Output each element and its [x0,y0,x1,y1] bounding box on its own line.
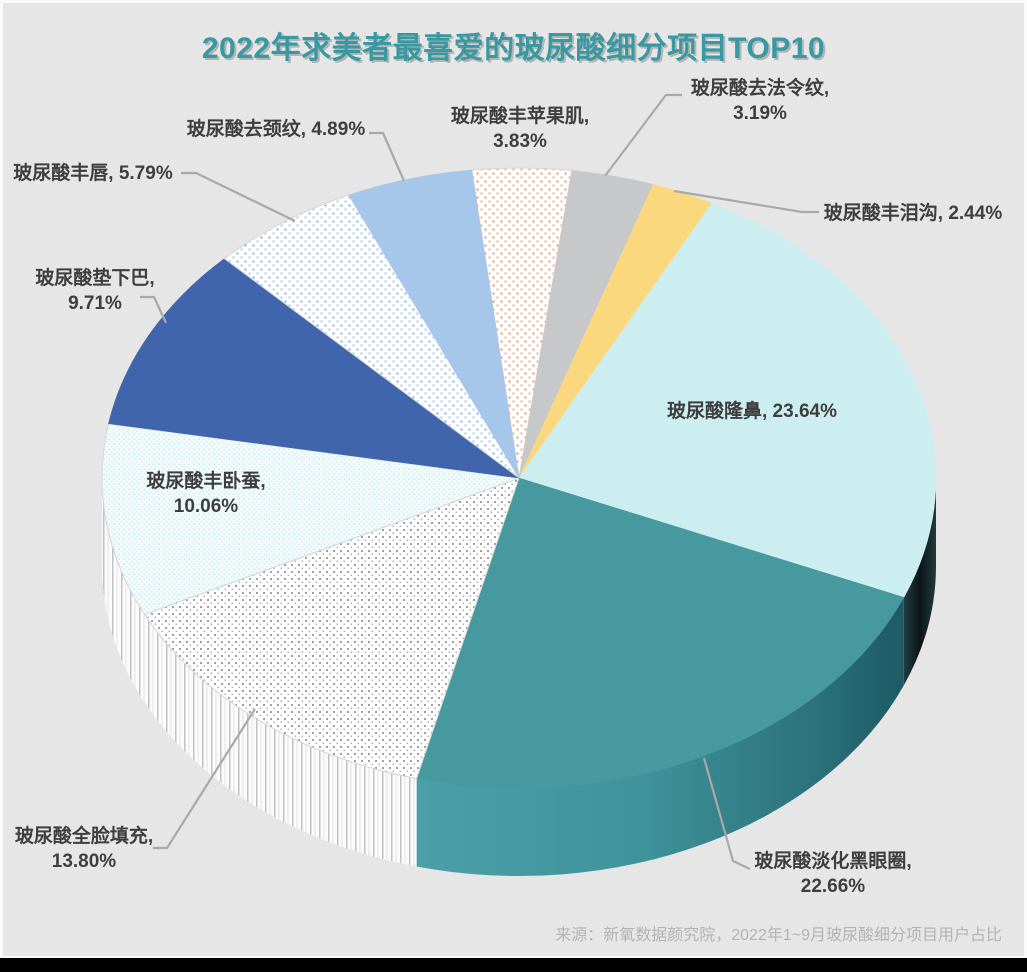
slice-label-jingwen: 玻尿酸去颈纹, 4.89% [187,117,365,142]
slice-label-line: 玻尿酸丰苹果肌, [450,106,590,127]
leader-line-fengchun [181,171,296,222]
pie-side-4 [416,597,904,876]
slice-label-line: 玻尿酸丰卧蚕, [146,471,266,492]
pie-slice-5 [143,477,520,780]
pie-slice-9 [348,169,520,479]
slice-label-line: 3.19% [733,103,787,124]
slice-label-quanlian: 玻尿酸全脸填充, 13.80% [15,824,153,874]
slice-label-dianxiaba: 玻尿酸垫下巴, 9.71% [35,266,154,316]
pie-chart [101,93,937,876]
pie-slice-3 [518,202,937,598]
pie-side-3 [903,478,936,686]
slice-label-line: 9.71% [68,293,122,314]
leader-line-dianxiaba [140,295,167,324]
slice-label-line: 玻尿酸丰唇, 5.79% [13,163,173,184]
leader-line-heiyanquan [702,757,751,870]
slice-label-line: 玻尿酸淡化黑眼圈, [754,851,912,872]
pie-slice-8 [223,194,520,479]
slice-label-line: 10.06% [173,496,239,517]
slice-label-longbi: 玻尿酸隆鼻, 23.64% [667,399,837,424]
slice-label-heiyanquan: 玻尿酸淡化黑眼圈, 22.66% [754,849,911,899]
slice-label-fengchun: 玻尿酸丰唇, 5.79% [13,161,172,186]
slice-label-line: 3.83% [493,131,547,152]
leader-line-leigou [673,189,819,214]
slice-label-line: 玻尿酸隆鼻, 23.64% [667,401,837,422]
pie-slice-7 [108,258,521,479]
leader-line-quanlian [153,708,256,850]
slice-label-line: 玻尿酸垫下巴, [35,268,155,289]
pie-slice-6 [101,423,520,616]
leader-line-jingwen [369,131,406,182]
leader-lines [140,93,819,870]
pie-side-5 [144,614,417,867]
chart-title: 2022年求美者最喜爱的玻尿酸细分项目TOP10 [201,32,826,65]
pie-side-6 [102,478,145,703]
pie-slice-4 [416,477,905,789]
slice-label-line: 玻尿酸丰泪沟, 2.44% [823,203,1003,224]
leader-line-falingwen [604,93,682,177]
slice-label-wocan: 玻尿酸丰卧蚕, 10.06% [146,469,265,519]
slice-label-line: 13.80% [51,851,117,872]
source-note: 来源：新氧数据颜究院，2022年1~9月玻尿酸细分项目用户占比 [555,927,1002,944]
slice-label-leigou: 玻尿酸丰泪沟, 2.44% [824,201,1002,226]
slice-label-falingwen: 玻尿酸去法令纹, 3.19% [691,76,829,126]
slice-label-line: 玻尿酸去法令纹, [690,78,830,99]
slice-label-line: 玻尿酸全脸填充, [14,826,154,847]
pie-slices [101,167,937,876]
slice-label-pingguoji: 玻尿酸丰苹果肌, 3.83% [451,104,589,154]
slice-label-line: 22.66% [800,876,866,897]
slice-label-line: 玻尿酸去颈纹, 4.89% [186,119,366,140]
